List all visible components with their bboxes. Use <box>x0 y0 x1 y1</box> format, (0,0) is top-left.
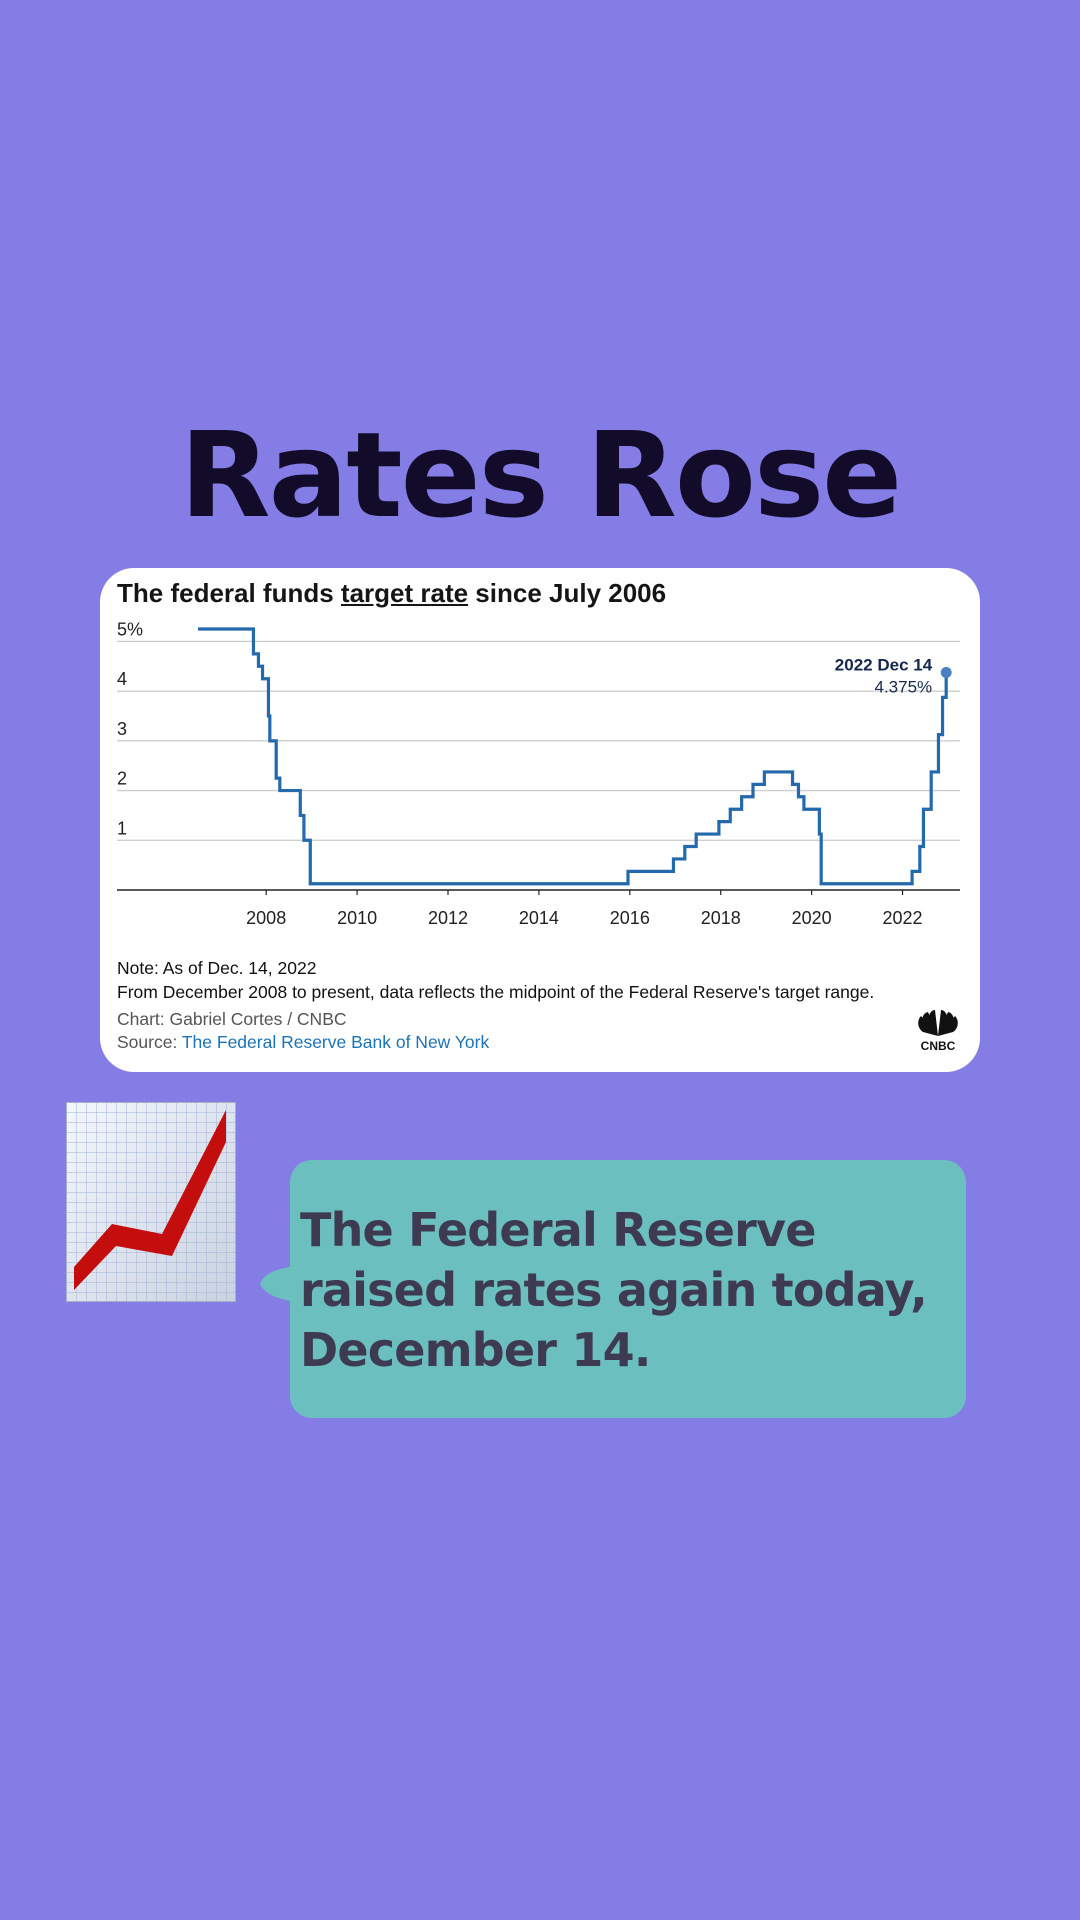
y-tick-label: 1 <box>117 818 127 838</box>
chart-title-start: The federal funds <box>117 578 341 608</box>
x-tick-label: 2010 <box>337 908 377 928</box>
chart-notes: Note: As of Dec. 14, 2022 From December … <box>117 956 967 1004</box>
y-tick-label: 4 <box>117 669 127 689</box>
x-tick-label: 2020 <box>792 908 832 928</box>
annotation-label: 2022 Dec 14 <box>835 656 933 675</box>
chart-title: The federal funds target rate since July… <box>117 578 666 609</box>
chart-source: Source: The Federal Reserve Bank of New … <box>117 1031 489 1054</box>
bubble-text: The Federal Reserve raised rates again t… <box>300 1203 928 1377</box>
chart-title-link[interactable]: target rate <box>340 578 469 608</box>
speech-bubble: The Federal Reserve raised rates again t… <box>290 1160 966 1418</box>
cnbc-logo-text: CNBC <box>921 1039 956 1052</box>
chart-credit: Chart: Gabriel Cortes / CNBC <box>117 1009 347 1029</box>
rate-chart: 1 2 3 4 5% 2008 2010 2012 2014 2016 2018 2020 2022 20… <box>117 619 960 928</box>
x-tick-label: 2022 <box>883 908 923 928</box>
chart-source-link[interactable]: The Federal Reserve Bank of New York <box>181 1032 490 1052</box>
chart-source-prefix: Source: <box>117 1032 182 1052</box>
cnbc-peacock-icon: CNBC <box>918 1010 958 1052</box>
chart-description: From December 2008 to present, data refl… <box>117 982 875 1002</box>
x-tick-label: 2018 <box>701 908 741 928</box>
speech-bubble-tail <box>260 1266 298 1302</box>
rate-line <box>198 627 948 886</box>
x-tick-label: 2016 <box>610 908 650 928</box>
annotation-value: 4.375% <box>875 678 933 697</box>
headline: Rates Rose <box>179 406 902 544</box>
x-tick-label: 2014 <box>519 908 559 928</box>
chart-card: The federal funds target rate since July… <box>100 568 980 1072</box>
x-tick-label: 2008 <box>246 908 286 928</box>
y-tick-label: 5% <box>117 619 143 639</box>
y-tick-label: 3 <box>117 719 127 739</box>
annotation-point <box>940 667 952 678</box>
chart-note: Note: As of Dec. 14, 2022 <box>117 958 317 978</box>
x-tick-label: 2012 <box>428 908 468 928</box>
chart-credit-block: Chart: Gabriel Cortes / CNBC Source: The… <box>117 1008 489 1054</box>
chart-increasing-icon <box>66 1102 236 1302</box>
y-tick-label: 2 <box>117 769 127 789</box>
chart-title-end: since July 2006 <box>468 578 667 608</box>
